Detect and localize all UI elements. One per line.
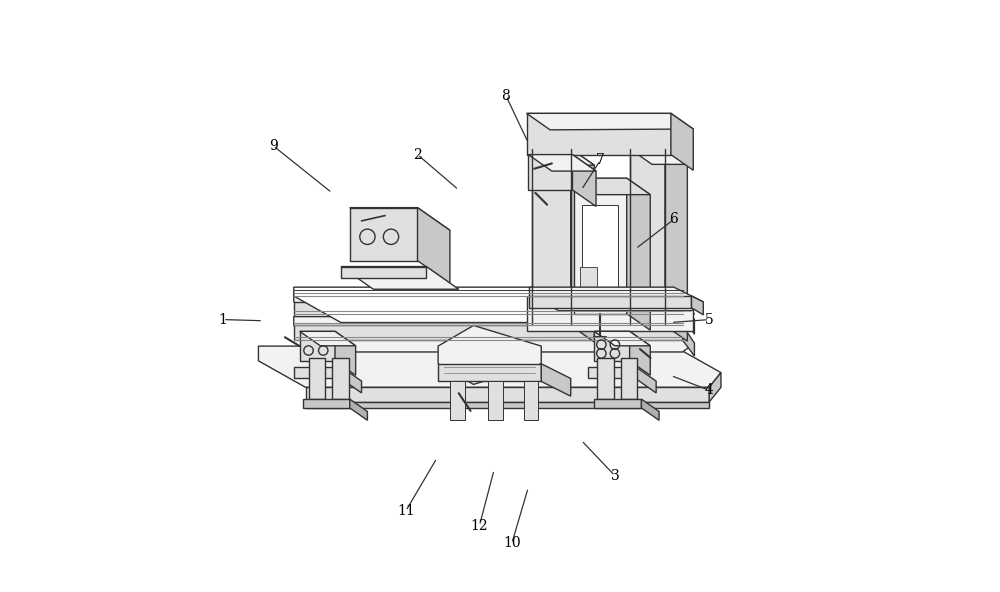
Text: 2: 2 bbox=[413, 147, 422, 162]
Text: 1: 1 bbox=[219, 313, 228, 327]
Polygon shape bbox=[588, 366, 636, 378]
Polygon shape bbox=[341, 366, 362, 393]
Polygon shape bbox=[438, 363, 541, 381]
Polygon shape bbox=[621, 358, 637, 399]
Polygon shape bbox=[350, 208, 450, 230]
Polygon shape bbox=[527, 113, 693, 130]
Polygon shape bbox=[300, 332, 335, 361]
Polygon shape bbox=[529, 296, 691, 308]
Polygon shape bbox=[303, 399, 350, 408]
Polygon shape bbox=[691, 296, 703, 315]
Polygon shape bbox=[294, 317, 694, 352]
Polygon shape bbox=[529, 287, 703, 311]
Text: 7: 7 bbox=[596, 153, 605, 168]
Polygon shape bbox=[594, 332, 630, 361]
Polygon shape bbox=[572, 155, 596, 207]
Polygon shape bbox=[630, 332, 650, 375]
Polygon shape bbox=[594, 332, 650, 346]
Polygon shape bbox=[438, 326, 541, 384]
Polygon shape bbox=[627, 178, 650, 330]
Polygon shape bbox=[294, 302, 683, 317]
Text: 8: 8 bbox=[502, 89, 510, 102]
Polygon shape bbox=[300, 332, 356, 346]
Polygon shape bbox=[258, 346, 721, 387]
Text: 5: 5 bbox=[705, 313, 714, 327]
Polygon shape bbox=[574, 178, 627, 314]
Polygon shape bbox=[532, 149, 594, 165]
Polygon shape bbox=[528, 155, 596, 171]
Polygon shape bbox=[630, 149, 687, 165]
Polygon shape bbox=[294, 287, 694, 323]
Polygon shape bbox=[671, 113, 693, 170]
Polygon shape bbox=[665, 149, 687, 341]
Text: 9: 9 bbox=[269, 139, 278, 153]
Polygon shape bbox=[641, 399, 659, 420]
Polygon shape bbox=[683, 326, 694, 356]
Polygon shape bbox=[294, 326, 683, 340]
Polygon shape bbox=[306, 387, 709, 402]
Text: 12: 12 bbox=[471, 519, 488, 533]
Polygon shape bbox=[418, 208, 450, 284]
Polygon shape bbox=[306, 402, 709, 408]
Polygon shape bbox=[341, 266, 426, 278]
Text: 6: 6 bbox=[669, 213, 678, 226]
Polygon shape bbox=[528, 155, 572, 190]
Text: 4: 4 bbox=[705, 383, 714, 397]
Polygon shape bbox=[636, 366, 656, 393]
Polygon shape bbox=[332, 358, 349, 399]
Polygon shape bbox=[630, 149, 665, 326]
Polygon shape bbox=[335, 332, 356, 375]
Text: 11: 11 bbox=[397, 504, 415, 518]
Polygon shape bbox=[527, 296, 693, 332]
Polygon shape bbox=[683, 302, 694, 334]
Polygon shape bbox=[580, 266, 597, 290]
Polygon shape bbox=[350, 208, 418, 260]
Polygon shape bbox=[450, 381, 465, 420]
Polygon shape bbox=[350, 399, 367, 420]
Polygon shape bbox=[294, 293, 694, 329]
Polygon shape bbox=[488, 381, 503, 420]
Text: 3: 3 bbox=[611, 469, 619, 482]
Polygon shape bbox=[341, 266, 459, 289]
Text: 10: 10 bbox=[503, 536, 521, 551]
Polygon shape bbox=[541, 363, 571, 396]
Polygon shape bbox=[709, 372, 721, 402]
Polygon shape bbox=[294, 366, 341, 378]
Polygon shape bbox=[574, 178, 650, 195]
Polygon shape bbox=[594, 399, 641, 408]
Polygon shape bbox=[524, 381, 538, 420]
Polygon shape bbox=[309, 358, 325, 399]
Polygon shape bbox=[582, 205, 618, 296]
Polygon shape bbox=[597, 358, 614, 399]
Polygon shape bbox=[571, 149, 594, 342]
Polygon shape bbox=[532, 149, 571, 326]
Polygon shape bbox=[527, 113, 671, 155]
